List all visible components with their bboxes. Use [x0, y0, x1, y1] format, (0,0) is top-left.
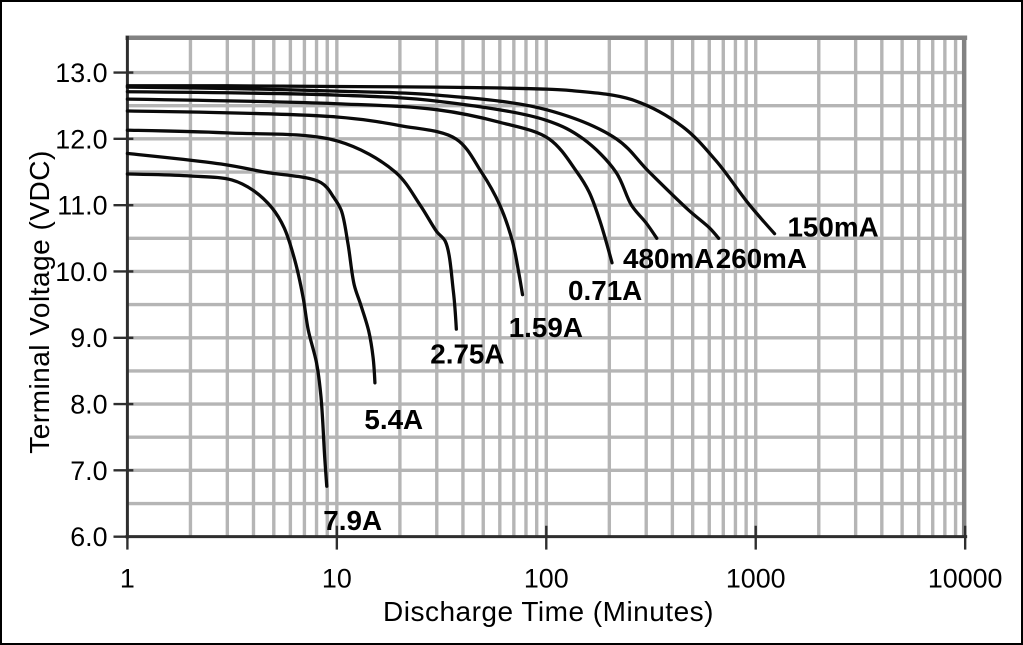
- x-axis-title: Discharge Time (Minutes): [383, 596, 714, 627]
- y-tick-label: 11.0: [57, 191, 107, 221]
- curve-label-260mA: 260mA: [716, 243, 807, 274]
- x-tick-label: 10000: [928, 563, 1003, 593]
- y-tick-label: 9.0: [70, 323, 107, 353]
- curve-0.71A: [125, 97, 614, 265]
- curve-480mA: [125, 90, 659, 240]
- x-tick-label: 10: [322, 563, 352, 593]
- y-tick-label: 6.0: [70, 522, 107, 552]
- grid-lines: [127, 37, 966, 537]
- curve-5.4A: [125, 151, 377, 385]
- y-axis-title: Terminal Voltage (VDC): [24, 150, 55, 454]
- curve-7.9A: [125, 172, 329, 488]
- y-tick-label: 8.0: [70, 390, 107, 420]
- curve-label-0.71A: 0.71A: [568, 275, 642, 306]
- curve-label-2.75A: 2.75A: [430, 339, 504, 370]
- y-tick-label: 12.0: [55, 124, 107, 154]
- x-tick-label: 1: [120, 563, 135, 593]
- y-tick-label: 13.0: [55, 58, 107, 88]
- curve-label-5.4A: 5.4A: [364, 404, 423, 435]
- curve-label-1.59A: 1.59A: [509, 312, 583, 343]
- curve-260mA: [125, 85, 721, 240]
- curve-2.75A: [125, 128, 458, 331]
- curve-1.59A: [125, 109, 525, 297]
- curve-label-150mA: 150mA: [787, 211, 878, 242]
- curve-label-480mA: 480mA: [623, 243, 714, 274]
- y-tick-label: 10.0: [55, 257, 107, 287]
- x-tick-label: 1000: [726, 563, 786, 593]
- curve-label-7.9A: 7.9A: [323, 505, 382, 536]
- x-tick-label: 100: [524, 563, 569, 593]
- curve-150mA: [125, 84, 777, 236]
- y-tick-label: 7.0: [70, 456, 107, 486]
- tick-marks: [113, 71, 967, 550]
